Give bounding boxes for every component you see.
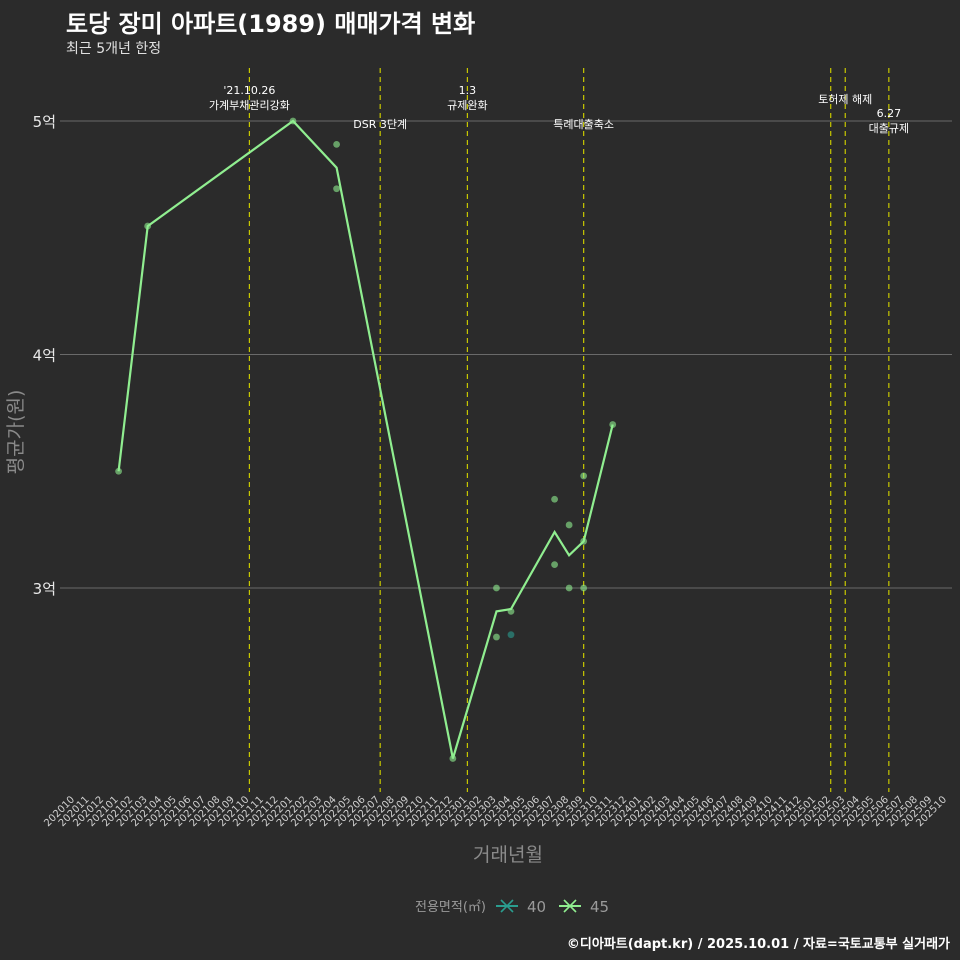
chart-title: 토당 장미 아파트(1989) 매매가격 변화 [66,10,476,38]
data-point-45 [507,607,515,615]
data-point-45 [551,561,558,569]
event-annotation: DSR 3단계 [353,118,407,131]
data-point-45 [449,755,457,762]
data-point-45 [565,521,573,529]
event-annotation: 특례대출축소 [553,118,614,131]
event-annotation: 대출규제 [869,122,909,135]
legend-label: 45 [590,898,609,916]
event-annotation: 토허제 해제 [818,92,872,106]
data-point-45 [609,421,617,428]
data-point-45 [551,495,558,503]
data-point-45 [580,537,588,545]
x-axis-title: 거래년월 [473,844,543,866]
event-annotation: 규제완화 [447,99,487,112]
event-annotation: 가계부채관리강화 [209,99,290,112]
data-point-45 [289,117,297,125]
data-point-45 [333,140,340,148]
data-point-45 [580,472,588,480]
event-annotation: 1.3 [459,84,477,97]
series-line-45 [117,119,614,759]
event-annotation: 6.27 [877,107,902,120]
data-point-45 [565,584,573,592]
legend-key-cross [563,899,577,913]
legend-label: 40 [527,898,546,916]
legend-title: 전용면적(㎡) [415,900,486,915]
data-point-45 [333,185,340,193]
data-point-45 [115,467,122,475]
data-point-45 [144,222,152,230]
data-point-45 [493,633,500,641]
event-annotation: '21.10.26 [223,84,275,97]
y-tick-label: 3억 [33,580,56,598]
y-tick-label: 5억 [33,113,56,131]
data-point-45 [580,584,588,592]
y-axis-title: 평균가(원) [5,390,27,475]
legend-key-cross [500,899,514,913]
y-tick-label: 4억 [33,347,56,365]
chart-subtitle: 최근 5개년 한정 [66,41,162,57]
data-point-45 [493,584,500,592]
data-point-40 [507,631,515,639]
source-caption: ©디아파트(dapt.kr) / 2025.10.01 / 자료=국토교통부 실… [566,937,950,952]
